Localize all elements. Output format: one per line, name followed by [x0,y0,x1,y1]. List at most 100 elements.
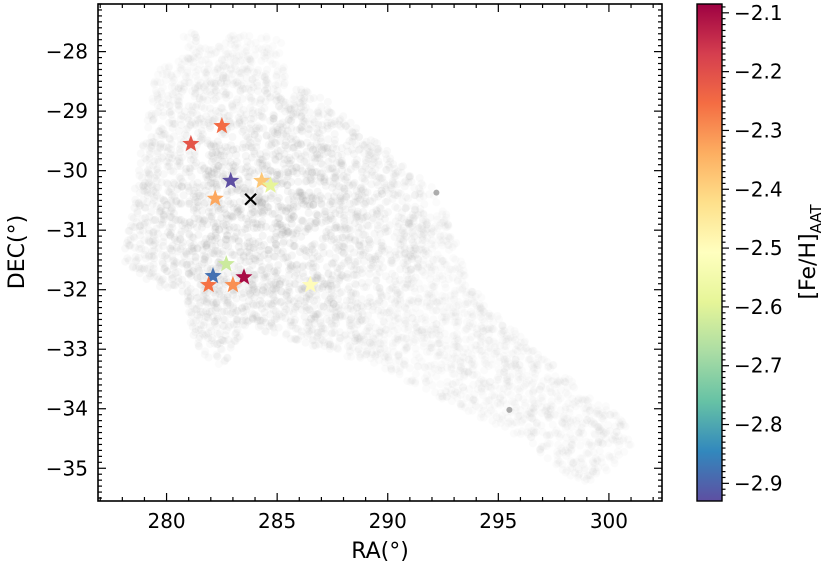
cloud-point [270,209,279,218]
cloud-point [286,261,295,269]
cloud-point [389,347,398,356]
cloud-point [345,224,353,233]
cloud-point [382,325,391,334]
cloud-point [299,269,307,278]
cloud-point [498,411,507,420]
cloud-point [442,313,451,322]
cloud-point [252,126,261,135]
cloud-point [624,435,633,444]
cloud-point [201,73,210,82]
cloud-point [323,124,332,133]
cloud-point [381,150,390,159]
cloud-point [312,124,321,133]
cloud-point [420,200,429,209]
cloud-point [153,95,162,104]
cloud-point [493,399,502,407]
cloud-point [257,155,266,164]
cloud-point [370,358,379,367]
cloud-point [189,63,198,71]
cloud-point [360,257,369,265]
cloud-point [147,252,156,261]
cloud-point [298,262,307,271]
cloud-point [232,78,241,86]
cloud-point [427,281,436,290]
cloud-point [380,247,389,256]
cloud-point [224,336,233,344]
cloud-point [626,440,635,449]
cloud-point [338,271,347,280]
cloud-point [269,323,278,332]
cloud-point [398,208,406,217]
cloud-point [371,323,380,332]
cloud-point [477,324,486,333]
cloud-point [172,258,181,267]
cloud-point [211,242,220,251]
cloud-point [568,400,577,409]
cloud-point [258,262,267,271]
cloud-point [444,232,453,241]
cloud-point [461,300,470,309]
cloud-point [344,285,353,294]
cloud-point [271,307,280,316]
cloud-point [327,319,336,328]
cloud-point [353,257,362,266]
cloud-point [357,279,366,287]
cloud-point [375,339,384,348]
cloud-point [204,45,213,54]
cloud-point [270,138,279,147]
cloud-point [150,246,159,255]
cloud-point [407,235,416,244]
cloud-point [568,441,577,450]
cloud-point [247,114,255,123]
cloud-point [583,416,592,425]
cloud-point [563,447,572,456]
cloud-point [397,235,406,244]
cloud-point [351,257,360,266]
cloud-point [345,321,354,330]
cloud-point [459,372,468,381]
cloud-point [149,264,158,273]
cloud-point [202,294,211,303]
cloud-point [287,316,295,325]
cloud-point [567,423,576,432]
cloud-point [198,246,207,255]
cloud-point [172,243,181,252]
cloud-point [432,329,440,338]
cloud-point [407,177,416,186]
cloud-point [174,274,183,283]
cloud-point [498,390,507,399]
cloud-point [601,402,610,411]
cloud-point [619,436,628,445]
cloud-point [300,301,309,310]
cloud-point [311,146,320,155]
cloud-point [370,137,379,146]
cloud-point [135,171,144,180]
cloud-point [238,50,247,59]
cloud-point [162,70,171,79]
cloud-point [223,190,231,199]
cloud-point [287,124,296,133]
cloud-point [525,389,534,398]
cloud-point [397,213,406,222]
cloud-point [357,315,366,324]
cloud-point [458,400,467,408]
cloud-point [134,253,143,262]
cloud-point [611,422,620,431]
cloud-point [306,141,315,150]
cloud-point [296,164,305,173]
cloud-point [250,224,258,233]
cloud-point [402,232,411,241]
cloud-point [338,202,347,211]
cloud-point [321,144,330,153]
cloud-point [459,266,468,275]
cloud-point [216,181,225,189]
cloud-point [334,295,342,304]
cloud-point [190,53,199,62]
cloud-point [190,92,199,101]
cloud-point [349,129,357,138]
cloud-point [196,321,205,330]
cloud-point [230,234,239,243]
cloud-point [208,173,217,182]
cloud-point [168,281,177,290]
